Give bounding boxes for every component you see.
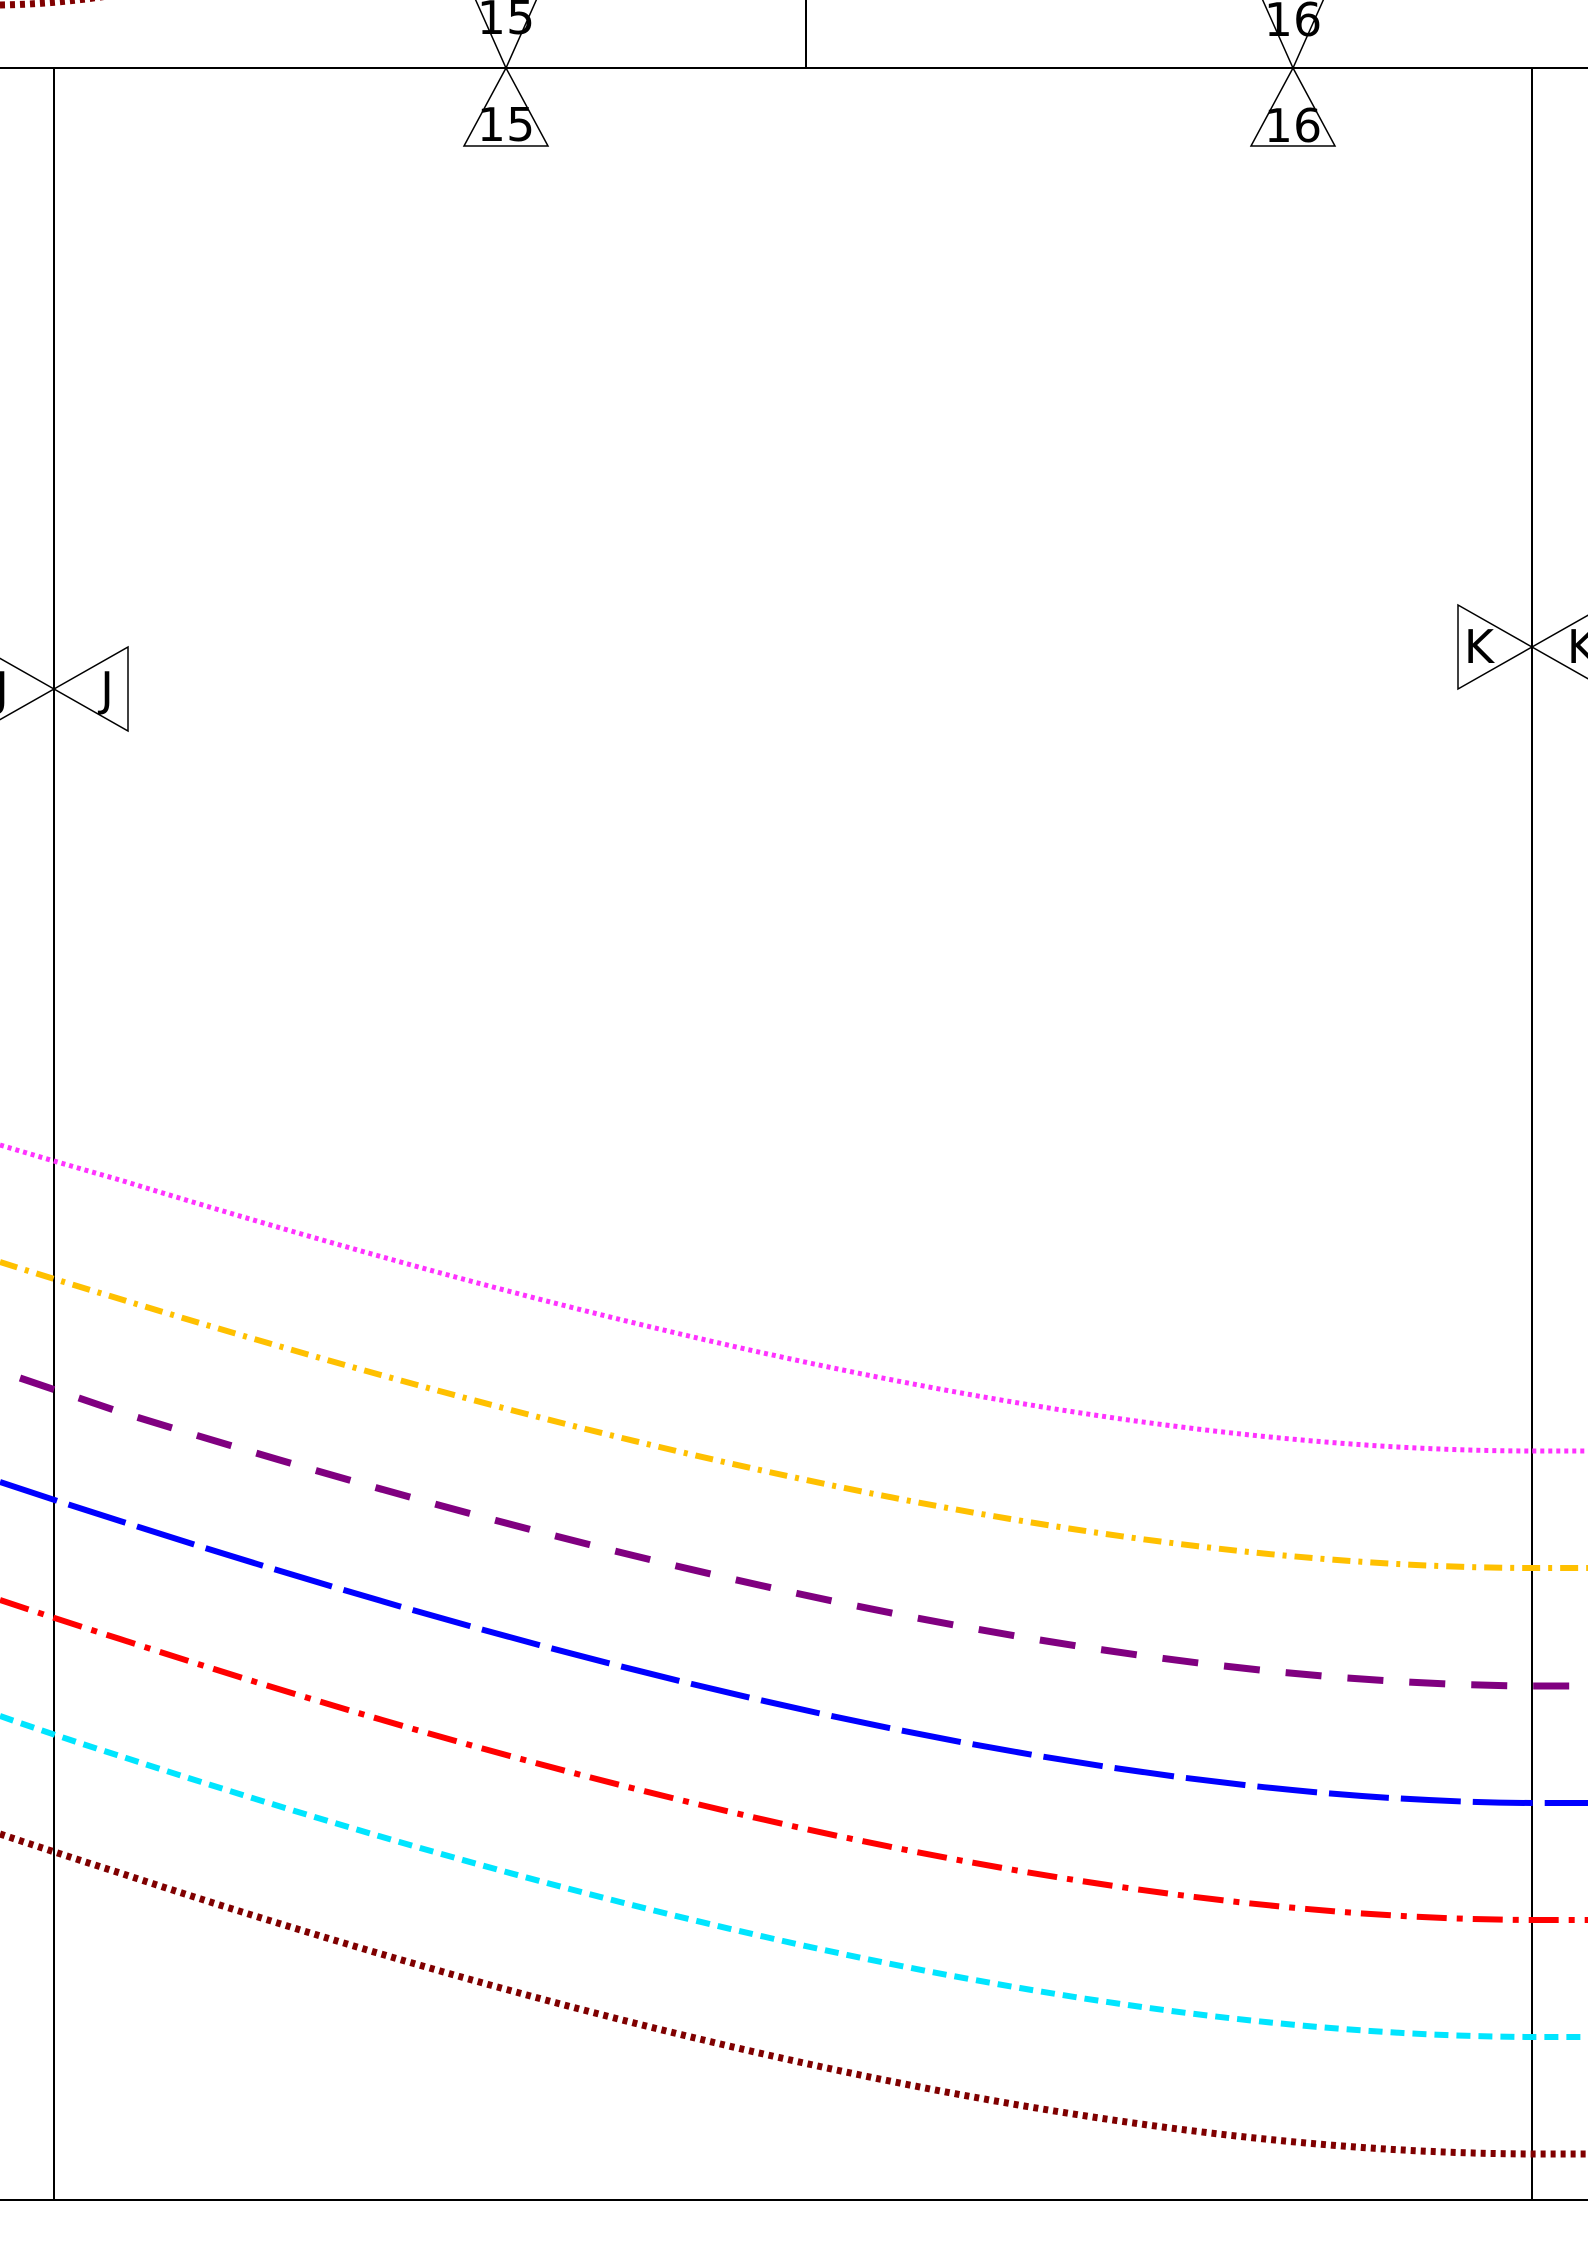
curve-magenta-dotted [0, 1142, 1588, 1454]
marker-15-outer-label: 15 [477, 0, 536, 45]
marker-16-inner-triangle [1249, 66, 1337, 147]
curve-maroon-dotted [0, 1830, 1588, 2158]
marker-j-inner-label: J [97, 662, 114, 716]
marker-15-inner-triangle [462, 66, 550, 147]
notch-marker-k [1457, 603, 1588, 691]
marker-16-outer-label: 16 [1264, 0, 1323, 47]
curve-red-dashdot [0, 1597, 1588, 1923]
notch-marker-15 [462, 0, 550, 147]
marker-j-outer-triangle [0, 657, 56, 721]
marker-j-outer-label: J [0, 662, 9, 716]
curve-blue-longdash [0, 1479, 1588, 1806]
grading-curves [0, 1142, 1588, 2158]
notch-marker-j [0, 645, 129, 733]
marker-15-inner-label: 15 [477, 98, 536, 152]
marker-k-inner-triangle [1457, 603, 1534, 691]
marker-15-outer-triangle [474, 0, 538, 70]
marker-k-outer-triangle [1530, 614, 1588, 680]
panel-frame [0, 0, 1588, 2201]
marker-16-outer-triangle [1261, 0, 1325, 70]
curve-gold-dashdot [0, 1259, 1588, 1571]
top-corner-curve [0, 0, 105, 9]
curve-cyan-dashed [0, 1713, 1588, 2040]
notch-marker-16 [1249, 0, 1337, 147]
curve-purple-dashed [18, 1374, 1588, 1690]
marker-16-inner-label: 16 [1264, 99, 1323, 153]
marker-k-inner-label: K [1464, 620, 1496, 674]
marker-j-inner-triangle [52, 645, 129, 733]
marker-k-outer-label: K [1567, 620, 1588, 674]
